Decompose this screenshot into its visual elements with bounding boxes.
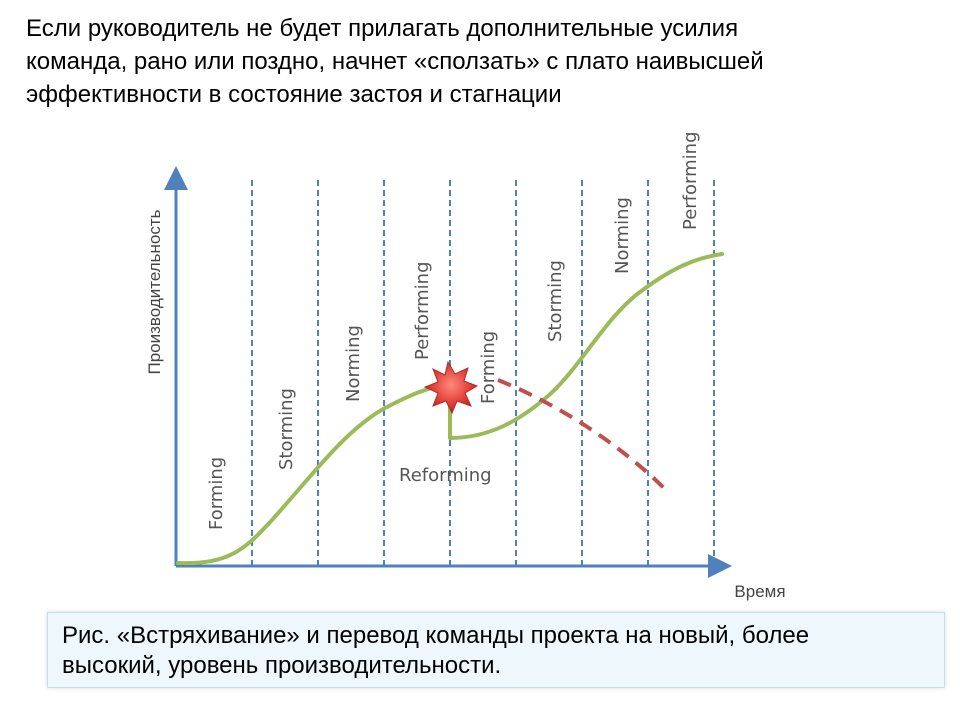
stage-label-norming-1: Norming (343, 325, 364, 402)
heading-line-2: команда, рано или поздно, начнет «сполза… (26, 48, 764, 75)
stage-label-storming-2: Storming (545, 260, 566, 342)
shake-up-burst-icon (423, 360, 479, 415)
slide-heading: Если руководитель не будет прилагать доп… (26, 12, 936, 111)
performance-curve-first-cycle (176, 383, 452, 566)
caption-line-2: высокий, уровень производительности. (62, 652, 502, 679)
heading-line-1: Если руководитель не будет прилагать доп… (26, 15, 739, 42)
stage-label-performing-1: Performing (412, 262, 433, 361)
caption-line-1: Рис. «Встряхивание» и перевод команды пр… (62, 622, 810, 649)
heading-line-3: эффективности в состояние застоя и стагн… (26, 81, 562, 108)
performance-curve-second-cycle (448, 252, 724, 440)
stage-label-storming-1: Storming (276, 388, 297, 470)
stage-label-performing-2: Performing (680, 132, 701, 231)
y-axis-label: Производительность (145, 209, 164, 374)
figure-caption: Рис. «Встряхивание» и перевод команды пр… (47, 612, 945, 688)
stagnation-decline-line (497, 378, 666, 490)
stage-label-norming-2: Norming (612, 197, 633, 274)
stage-label-forming-2: Forming (478, 331, 499, 404)
reforming-label: Reforming (399, 465, 492, 486)
stage-label-forming-1: Forming (206, 457, 227, 530)
x-axis-label: Время (734, 582, 785, 601)
